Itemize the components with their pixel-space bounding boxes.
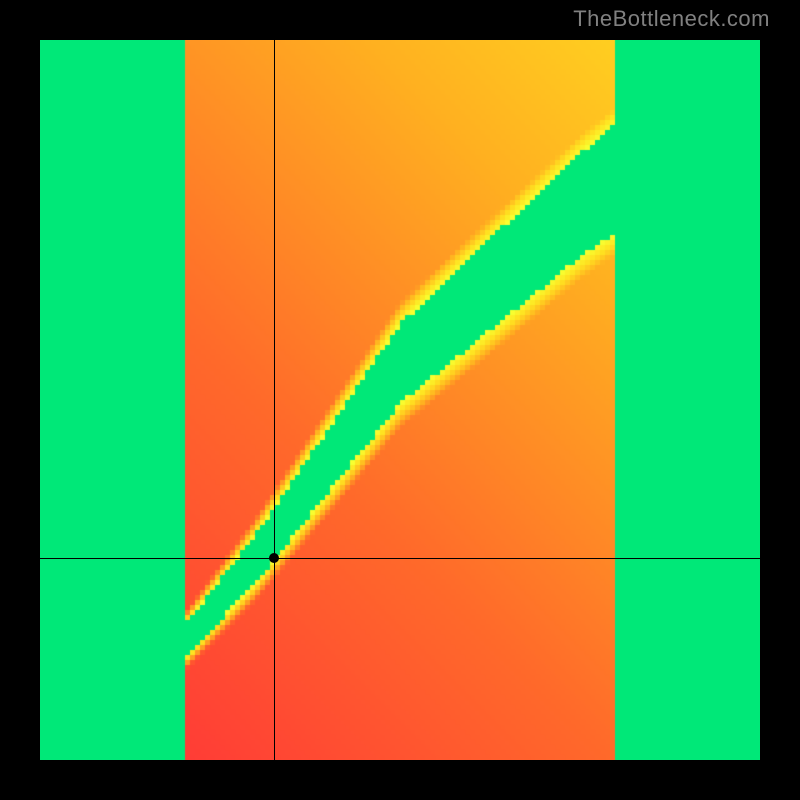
crosshair-vertical — [274, 40, 275, 760]
heatmap-plot — [40, 40, 760, 760]
heatmap-canvas — [40, 40, 760, 760]
crosshair-horizontal — [40, 558, 760, 559]
watermark-text: TheBottleneck.com — [573, 6, 770, 32]
crosshair-marker — [269, 553, 279, 563]
